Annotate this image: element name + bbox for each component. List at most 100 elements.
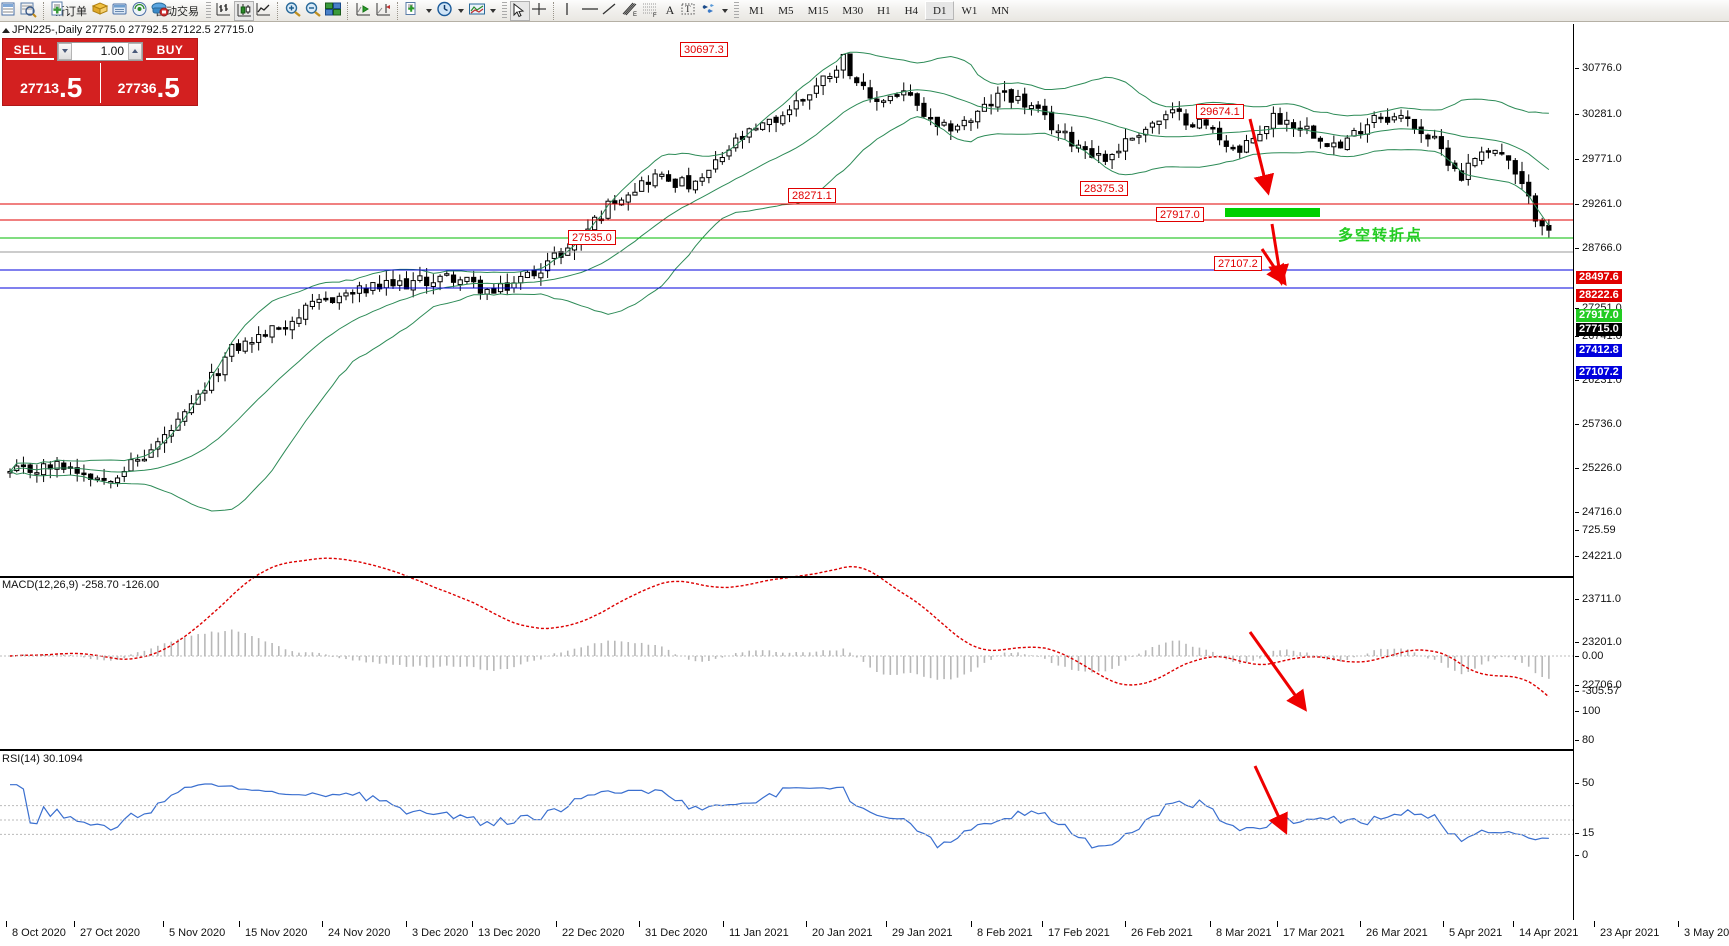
one-click-trading-panel[interactable]: SELL 1.00 BUY 27713 .5 27736 .5	[2, 38, 198, 106]
time-axis-label: 3 Dec 2020	[412, 927, 469, 939]
zoom-out-icon[interactable]	[304, 1, 324, 21]
time-tick	[1210, 921, 1211, 927]
oct-controls-row: SELL 1.00 BUY	[3, 39, 197, 63]
auto-scroll-icon[interactable]	[354, 1, 374, 21]
market-watch-icon[interactable]	[0, 1, 20, 21]
sell-button[interactable]: SELL	[6, 43, 54, 60]
templates-dropdown-arrow[interactable]	[490, 8, 496, 13]
rsi-tick-label: 80	[1575, 734, 1594, 746]
time-axis-label: 29 Jan 2021	[892, 927, 953, 939]
toolbar-grip-2[interactable]	[502, 2, 507, 19]
terminal-icon[interactable]	[111, 1, 131, 21]
price-annotation-label[interactable]: 27917.0	[1156, 207, 1204, 222]
timeframe-m5[interactable]: M5	[778, 4, 794, 17]
buy-price[interactable]: 27736 .5	[99, 63, 198, 103]
trendline-icon[interactable]	[600, 1, 620, 21]
signals-icon[interactable]	[131, 1, 151, 21]
price-annotation-label[interactable]: 27535.0	[568, 230, 616, 245]
shapes-dropdown-arrow[interactable]	[722, 8, 728, 13]
line-chart-icon[interactable]	[254, 1, 274, 21]
zoom-in-icon[interactable]	[284, 1, 304, 21]
chevron-down-icon	[62, 49, 68, 53]
timeframe-m15[interactable]: M15	[807, 4, 829, 17]
templates-icon[interactable]	[468, 1, 488, 21]
price-annotation-label[interactable]: 27107.2	[1214, 256, 1262, 271]
volume-increment-button[interactable]	[128, 42, 142, 60]
time-tick	[1443, 921, 1444, 927]
volume-value[interactable]: 1.00	[100, 44, 124, 58]
price-level-tag[interactable]: 28497.6	[1576, 271, 1622, 284]
timeframe-d1[interactable]: D1	[925, 1, 955, 20]
price-annotation-label[interactable]: 30697.3	[680, 42, 728, 57]
indicators-icon[interactable]	[404, 1, 424, 21]
price-tick: 29261.0	[1575, 198, 1622, 210]
price-level-tag[interactable]: 27715.0	[1576, 323, 1622, 336]
tile-windows-icon[interactable]	[324, 1, 344, 21]
volume-input[interactable]: 1.00	[57, 41, 143, 61]
price-level-tag[interactable]: 27412.8	[1576, 344, 1622, 357]
crosshair-icon[interactable]	[530, 1, 550, 21]
price-level-tag[interactable]: 28222.6	[1576, 289, 1622, 302]
toolbar-grip-3[interactable]	[734, 2, 739, 19]
bar-chart-icon[interactable]	[214, 1, 234, 21]
timeframe-w1[interactable]: W1	[961, 4, 978, 17]
text-icon[interactable]: A	[660, 1, 680, 21]
data-window-icon[interactable]	[20, 1, 40, 21]
time-tick	[1360, 921, 1361, 927]
horizontal-level-lines	[0, 203, 1574, 289]
timeframe-h4[interactable]: H4	[904, 4, 919, 17]
time-tick	[1594, 921, 1595, 927]
macd-tick-label: -305.57	[1575, 685, 1619, 697]
price-annotation-label[interactable]: 28271.1	[788, 188, 836, 203]
volume-dropdown-button[interactable]	[58, 42, 72, 60]
text-label-icon[interactable]: T	[680, 1, 700, 21]
timeframe-group: M1 M5 M15 M30 H1 H4 D1 W1 MN	[742, 1, 1016, 20]
buy-button[interactable]: BUY	[146, 43, 194, 60]
history-icon[interactable]	[91, 1, 111, 21]
shapes-icon[interactable]	[700, 1, 720, 21]
macd-tick-label: 725.59	[1575, 524, 1616, 536]
rsi-tick-label: 0	[1575, 849, 1588, 861]
timeframe-h1[interactable]: H1	[877, 4, 891, 17]
time-axis-label: 20 Jan 2021	[812, 927, 873, 939]
time-tick	[723, 921, 724, 927]
time-axis-label: 26 Mar 2021	[1366, 927, 1428, 939]
autotrading-button[interactable]: 自动交易	[151, 1, 203, 21]
time-tick	[74, 921, 75, 927]
price-axis[interactable]: 30776.0 30281.0 29771.0 29261.0 28766.0 26741…	[1575, 24, 1729, 920]
time-axis[interactable]: 8 Oct 2020 27 Oct 2020 5 Nov 2020 15 Nov 20…	[0, 921, 1729, 946]
cursor-icon[interactable]	[510, 0, 530, 21]
time-axis-label: 3 May 2021	[1684, 927, 1729, 939]
vertical-line-icon[interactable]	[560, 1, 580, 21]
price-level-tag[interactable]: 27917.0	[1576, 309, 1622, 322]
time-axis-label: 23 Apr 2021	[1600, 927, 1660, 939]
periods-icon[interactable]	[436, 1, 456, 21]
timeframe-m1[interactable]: M1	[749, 4, 765, 17]
timeframe-mn[interactable]: MN	[991, 4, 1010, 17]
timeframe-m30[interactable]: M30	[842, 4, 864, 17]
toolbar-separator-3	[347, 1, 351, 20]
sell-price[interactable]: 27713 .5	[3, 63, 100, 103]
time-axis-label: 5 Nov 2020	[169, 927, 226, 939]
indicators-dropdown-arrow[interactable]	[426, 8, 432, 13]
new-order-button[interactable]: 新订单	[50, 1, 91, 21]
time-axis-label: 8 Feb 2021	[977, 927, 1033, 939]
candlestick-chart-icon[interactable]	[234, 0, 254, 21]
price-tick-label: 23201.0	[1582, 636, 1622, 648]
macd-pane-divider	[0, 576, 1574, 578]
chart-collapse-icon[interactable]	[2, 28, 10, 33]
fibonacci-icon[interactable]: F	[640, 1, 660, 21]
toolbar-grip-1[interactable]	[206, 2, 211, 19]
rsi-tick-value: 50	[1582, 777, 1595, 789]
price-annotation-label[interactable]: 28375.3	[1080, 181, 1128, 196]
price-tick: 25226.0	[1575, 462, 1622, 474]
price-level-tag[interactable]: 27107.2	[1576, 366, 1622, 379]
toolbar-separator-1	[43, 1, 47, 20]
horizontal-line-icon[interactable]	[580, 1, 600, 21]
chart-canvas[interactable]	[0, 24, 1574, 946]
price-annotation-label[interactable]: 29674.1	[1196, 104, 1244, 119]
rsi-indicator-series	[0, 783, 1574, 849]
equidistant-channel-icon[interactable]: E	[620, 1, 640, 21]
chart-shift-icon[interactable]	[374, 1, 394, 21]
periods-dropdown-arrow[interactable]	[458, 8, 464, 13]
